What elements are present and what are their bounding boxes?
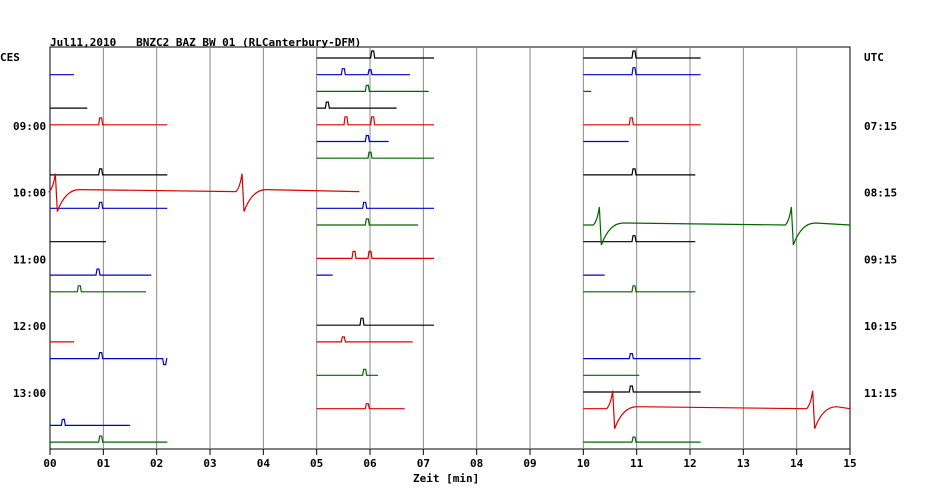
- time-label-right: 07:15: [864, 120, 897, 133]
- time-label-left: 13:00: [13, 387, 46, 400]
- chart-title: Jul11,2010 BNZC2 BAZ BW 01 (RLCanterbury…: [50, 36, 361, 49]
- x-tick-label: 07: [417, 457, 430, 470]
- trace-line: [316, 50, 434, 59]
- x-tick-label: 15: [843, 457, 856, 470]
- trace-line: [50, 117, 168, 126]
- x-tick-label: 10: [577, 457, 590, 470]
- left-axis-label: CES: [0, 51, 20, 64]
- trace-line: [316, 101, 397, 109]
- trace-line: [316, 151, 434, 159]
- trace-line: [583, 436, 701, 443]
- event-trace: [583, 206, 851, 246]
- trace-line: [50, 168, 168, 176]
- x-tick-label: 06: [363, 457, 377, 470]
- trace-line: [50, 201, 168, 209]
- trace-line: [316, 218, 418, 226]
- event-trace: [583, 390, 851, 429]
- x-axis-ticks: 00 01 02 03 04 05 06 07 08 09 10 11 12 13 14 15: [43, 449, 857, 470]
- time-label-left: 09:00: [13, 120, 46, 133]
- trace-line: [583, 385, 701, 393]
- trace-line: [50, 268, 152, 276]
- trace-line: [583, 353, 701, 360]
- trace-line: [50, 285, 146, 293]
- trace-line: [316, 368, 378, 376]
- trace-line: [316, 68, 410, 76]
- trace-line: [316, 317, 434, 326]
- trace-line: [50, 418, 130, 426]
- x-tick-label: 08: [470, 457, 483, 470]
- time-label-right: 11:15: [864, 387, 897, 400]
- trace-line: [316, 336, 413, 343]
- x-tick-label: 01: [97, 457, 111, 470]
- time-label-right: 08:15: [864, 187, 897, 200]
- trace-line: [583, 285, 696, 293]
- right-axis-label: UTC: [864, 51, 884, 64]
- trace-line: [583, 50, 701, 59]
- x-tick-label: 05: [310, 457, 323, 470]
- trace-line: [316, 134, 389, 143]
- trace-line: [316, 250, 434, 259]
- x-axis-label: Zeit [min]: [413, 472, 479, 485]
- trace-line: [316, 201, 434, 209]
- time-label-left: 12:00: [13, 320, 46, 333]
- trace-line: [583, 67, 701, 76]
- trace-line: [316, 403, 405, 410]
- time-label-right: 10:15: [864, 320, 897, 333]
- x-tick-label: 09: [523, 457, 536, 470]
- x-tick-label: 14: [790, 457, 804, 470]
- trace-line: [316, 84, 429, 92]
- trace-group: [47, 50, 851, 443]
- grid-lines: [49, 46, 851, 450]
- trace-line: [583, 235, 696, 243]
- x-tick-label: 11: [630, 457, 644, 470]
- time-label-left: 11:00: [13, 253, 46, 266]
- trace-line: [583, 117, 701, 126]
- x-tick-label: 02: [150, 457, 163, 470]
- time-label-left: 10:00: [13, 187, 46, 200]
- plot-frame: [49, 46, 851, 450]
- x-tick-label: 12: [683, 457, 696, 470]
- time-label-right: 09:15: [864, 253, 897, 266]
- x-tick-label: 03: [203, 457, 216, 470]
- trace-line: [583, 168, 696, 176]
- x-tick-label: 13: [737, 457, 750, 470]
- x-tick-label: 04: [257, 457, 271, 470]
- time-labels: 09:00 07:15 10:00 08:15 11:00 09:15 12:00 10:15…: [13, 120, 897, 400]
- event-trace: [47, 173, 360, 212]
- x-tick-label: 00: [43, 457, 56, 470]
- trace-line: [50, 352, 168, 366]
- trace-line: [50, 435, 168, 443]
- trace-line: [316, 116, 434, 126]
